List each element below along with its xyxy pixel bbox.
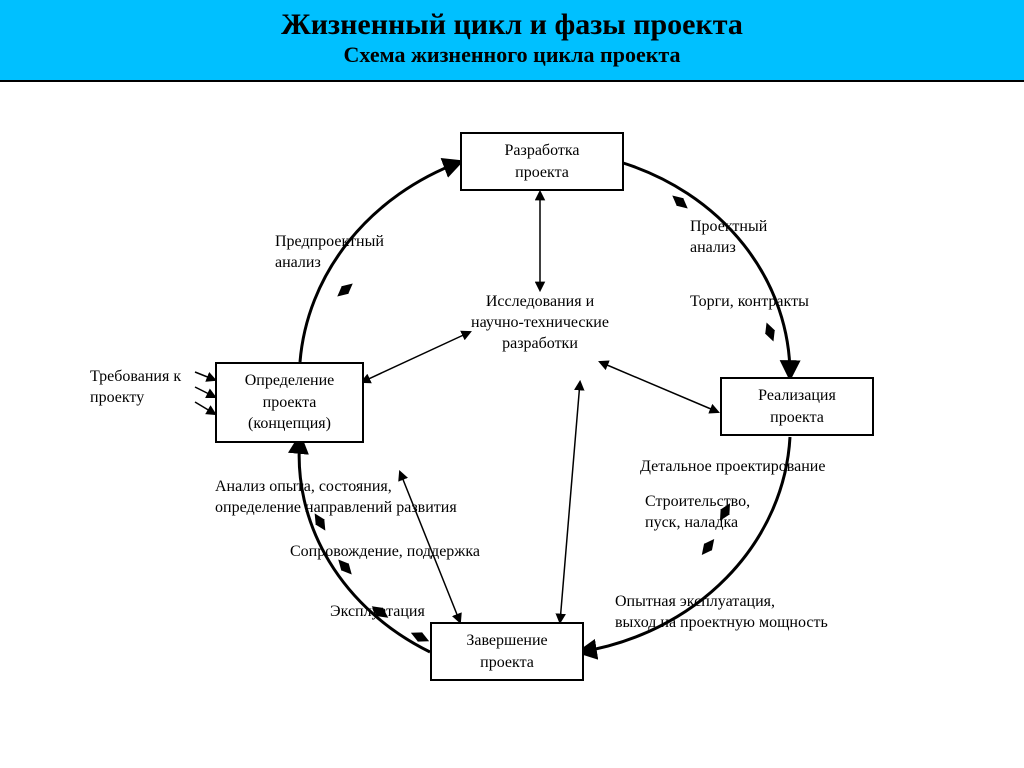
label-projanal-l1: Проектный: [690, 217, 767, 238]
diagram-canvas: Разработка проекта Определение проекта (…: [0, 82, 1024, 762]
page-title: Жизненный цикл и фазы проекта: [0, 8, 1024, 42]
center-l1: Исследования и: [440, 292, 640, 313]
center-l2: научно-технические: [440, 313, 640, 334]
node-finish-l1: Завершение: [442, 630, 572, 652]
label-analexp-l1: Анализ опыта, состояния,: [215, 477, 457, 498]
center-label: Исследования и научно-технические разраб…: [440, 292, 640, 354]
label-req: Требования к проекту: [90, 367, 181, 409]
label-exploit-l1: Эксплуатация: [330, 602, 425, 623]
node-def-l2: проекта: [227, 392, 352, 414]
label-analexp-l2: определение направлений развития: [215, 498, 457, 519]
label-exploit: Эксплуатация: [330, 602, 425, 623]
node-dev-l2: проекта: [472, 162, 612, 184]
node-finish-l2: проекта: [442, 652, 572, 674]
node-def: Определение проекта (концепция): [215, 362, 364, 443]
label-req-l1: Требования к: [90, 367, 181, 388]
label-tenders: Торги, контракты: [690, 292, 809, 313]
label-analexp: Анализ опыта, состояния, определение нап…: [215, 477, 457, 519]
label-support: Сопровождение, поддержка: [290, 542, 480, 563]
label-build-l1: Строительство,: [645, 492, 750, 513]
label-projanal: Проектный анализ: [690, 217, 767, 259]
label-req-l2: проекту: [90, 388, 181, 409]
header: Жизненный цикл и фазы проекта Схема жизн…: [0, 0, 1024, 82]
label-detail: Детальное проектирование: [640, 457, 825, 478]
label-pilot-l1: Опытная эксплуатация,: [615, 592, 828, 613]
node-def-l1: Определение: [227, 370, 352, 392]
label-build-l2: пуск, наладка: [645, 513, 750, 534]
node-impl: Реализация проекта: [720, 377, 874, 436]
label-build: Строительство, пуск, наладка: [645, 492, 750, 534]
center-l3: разработки: [440, 334, 640, 355]
label-preproj-l1: Предпроектный: [275, 232, 384, 253]
node-impl-l2: проекта: [732, 407, 862, 429]
label-tenders-l1: Торги, контракты: [690, 292, 809, 313]
label-preproj: Предпроектный анализ: [275, 232, 384, 274]
page-subtitle: Схема жизненного цикла проекта: [0, 42, 1024, 68]
node-dev: Разработка проекта: [460, 132, 624, 191]
label-support-l1: Сопровождение, поддержка: [290, 542, 480, 563]
label-pilot-l2: выход на проектную мощность: [615, 613, 828, 634]
label-pilot: Опытная эксплуатация, выход на проектную…: [615, 592, 828, 634]
label-detail-l1: Детальное проектирование: [640, 457, 825, 478]
node-finish: Завершение проекта: [430, 622, 584, 681]
node-def-l3: (концепция): [227, 413, 352, 435]
node-impl-l1: Реализация: [732, 385, 862, 407]
label-preproj-l2: анализ: [275, 253, 384, 274]
label-projanal-l2: анализ: [690, 238, 767, 259]
node-dev-l1: Разработка: [472, 140, 612, 162]
